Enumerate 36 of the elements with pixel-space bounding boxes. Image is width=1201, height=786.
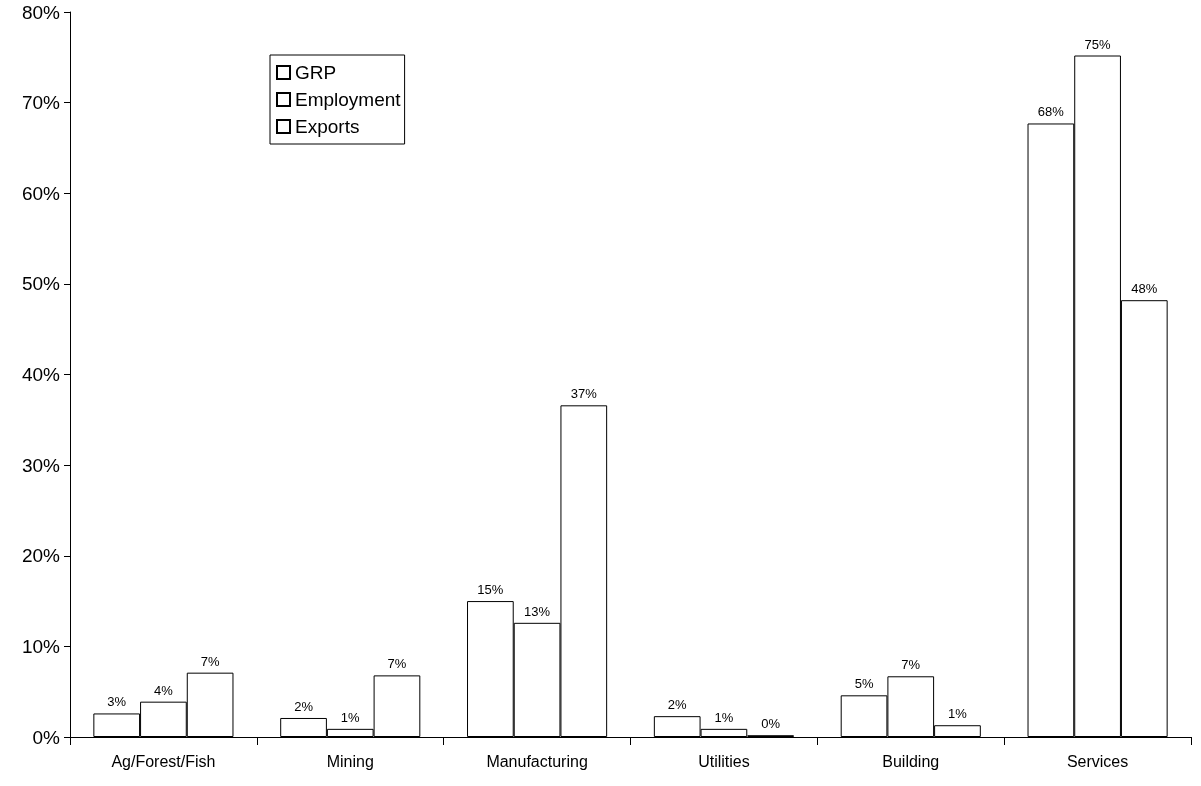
y-tick-label: 50% xyxy=(21,273,61,295)
x-tick-label: Utilities xyxy=(698,752,750,770)
legend-label: Exports xyxy=(295,116,360,137)
x-tick-label: Services xyxy=(1066,752,1129,770)
x-tick-label: Ag/Forest/Fish xyxy=(111,752,216,770)
data-label: 5% xyxy=(854,676,874,692)
data-label: 48% xyxy=(1131,281,1158,297)
data-label: 1% xyxy=(948,706,968,722)
data-label: 75% xyxy=(1084,36,1112,52)
y-tick-label: 30% xyxy=(21,454,61,476)
data-label: 13% xyxy=(524,603,551,619)
data-label: 37% xyxy=(570,386,598,402)
x-tick-label: Manufacturing xyxy=(486,752,588,770)
x-tick-label: Building xyxy=(882,752,940,770)
data-label: 7% xyxy=(387,656,407,672)
x-tick-label: Mining xyxy=(326,752,374,770)
data-label: 7% xyxy=(901,657,921,673)
data-label: 15% xyxy=(477,582,504,598)
legend-label: Employment xyxy=(295,89,402,110)
y-tick-label: 40% xyxy=(21,364,61,385)
data-label: 7% xyxy=(200,653,220,669)
data-label: 68% xyxy=(1037,104,1065,120)
data-label: 0% xyxy=(761,716,781,732)
data-label: 1% xyxy=(714,709,734,725)
y-tick-label: 20% xyxy=(21,545,61,567)
legend-label: GRP xyxy=(295,62,337,83)
data-label: 3% xyxy=(107,694,127,710)
y-tick-label: 10% xyxy=(21,635,61,657)
data-label: 2% xyxy=(294,698,314,714)
data-label: 4% xyxy=(154,682,174,698)
y-tick-label: 80% xyxy=(21,1,61,23)
data-label: 1% xyxy=(340,709,361,725)
data-label: 2% xyxy=(667,697,688,713)
y-tick-label: 70% xyxy=(21,92,61,114)
y-tick-label: 0% xyxy=(32,726,61,748)
y-tick-label: 60% xyxy=(21,182,61,204)
